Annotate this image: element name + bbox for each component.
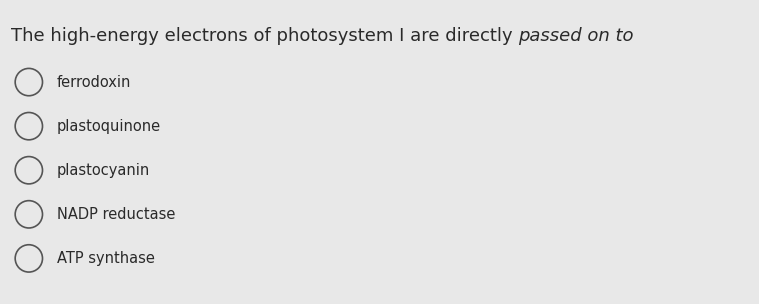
Text: ATP synthase: ATP synthase [57, 251, 155, 266]
Text: The high-energy electrons of photosystem I are directly: The high-energy electrons of photosystem… [11, 27, 518, 45]
Text: ferrodoxin: ferrodoxin [57, 74, 131, 90]
Text: plastocyanin: plastocyanin [57, 163, 150, 178]
Text: NADP reductase: NADP reductase [57, 207, 175, 222]
Text: plastoquinone: plastoquinone [57, 119, 161, 134]
Text: passed on to: passed on to [518, 27, 634, 45]
